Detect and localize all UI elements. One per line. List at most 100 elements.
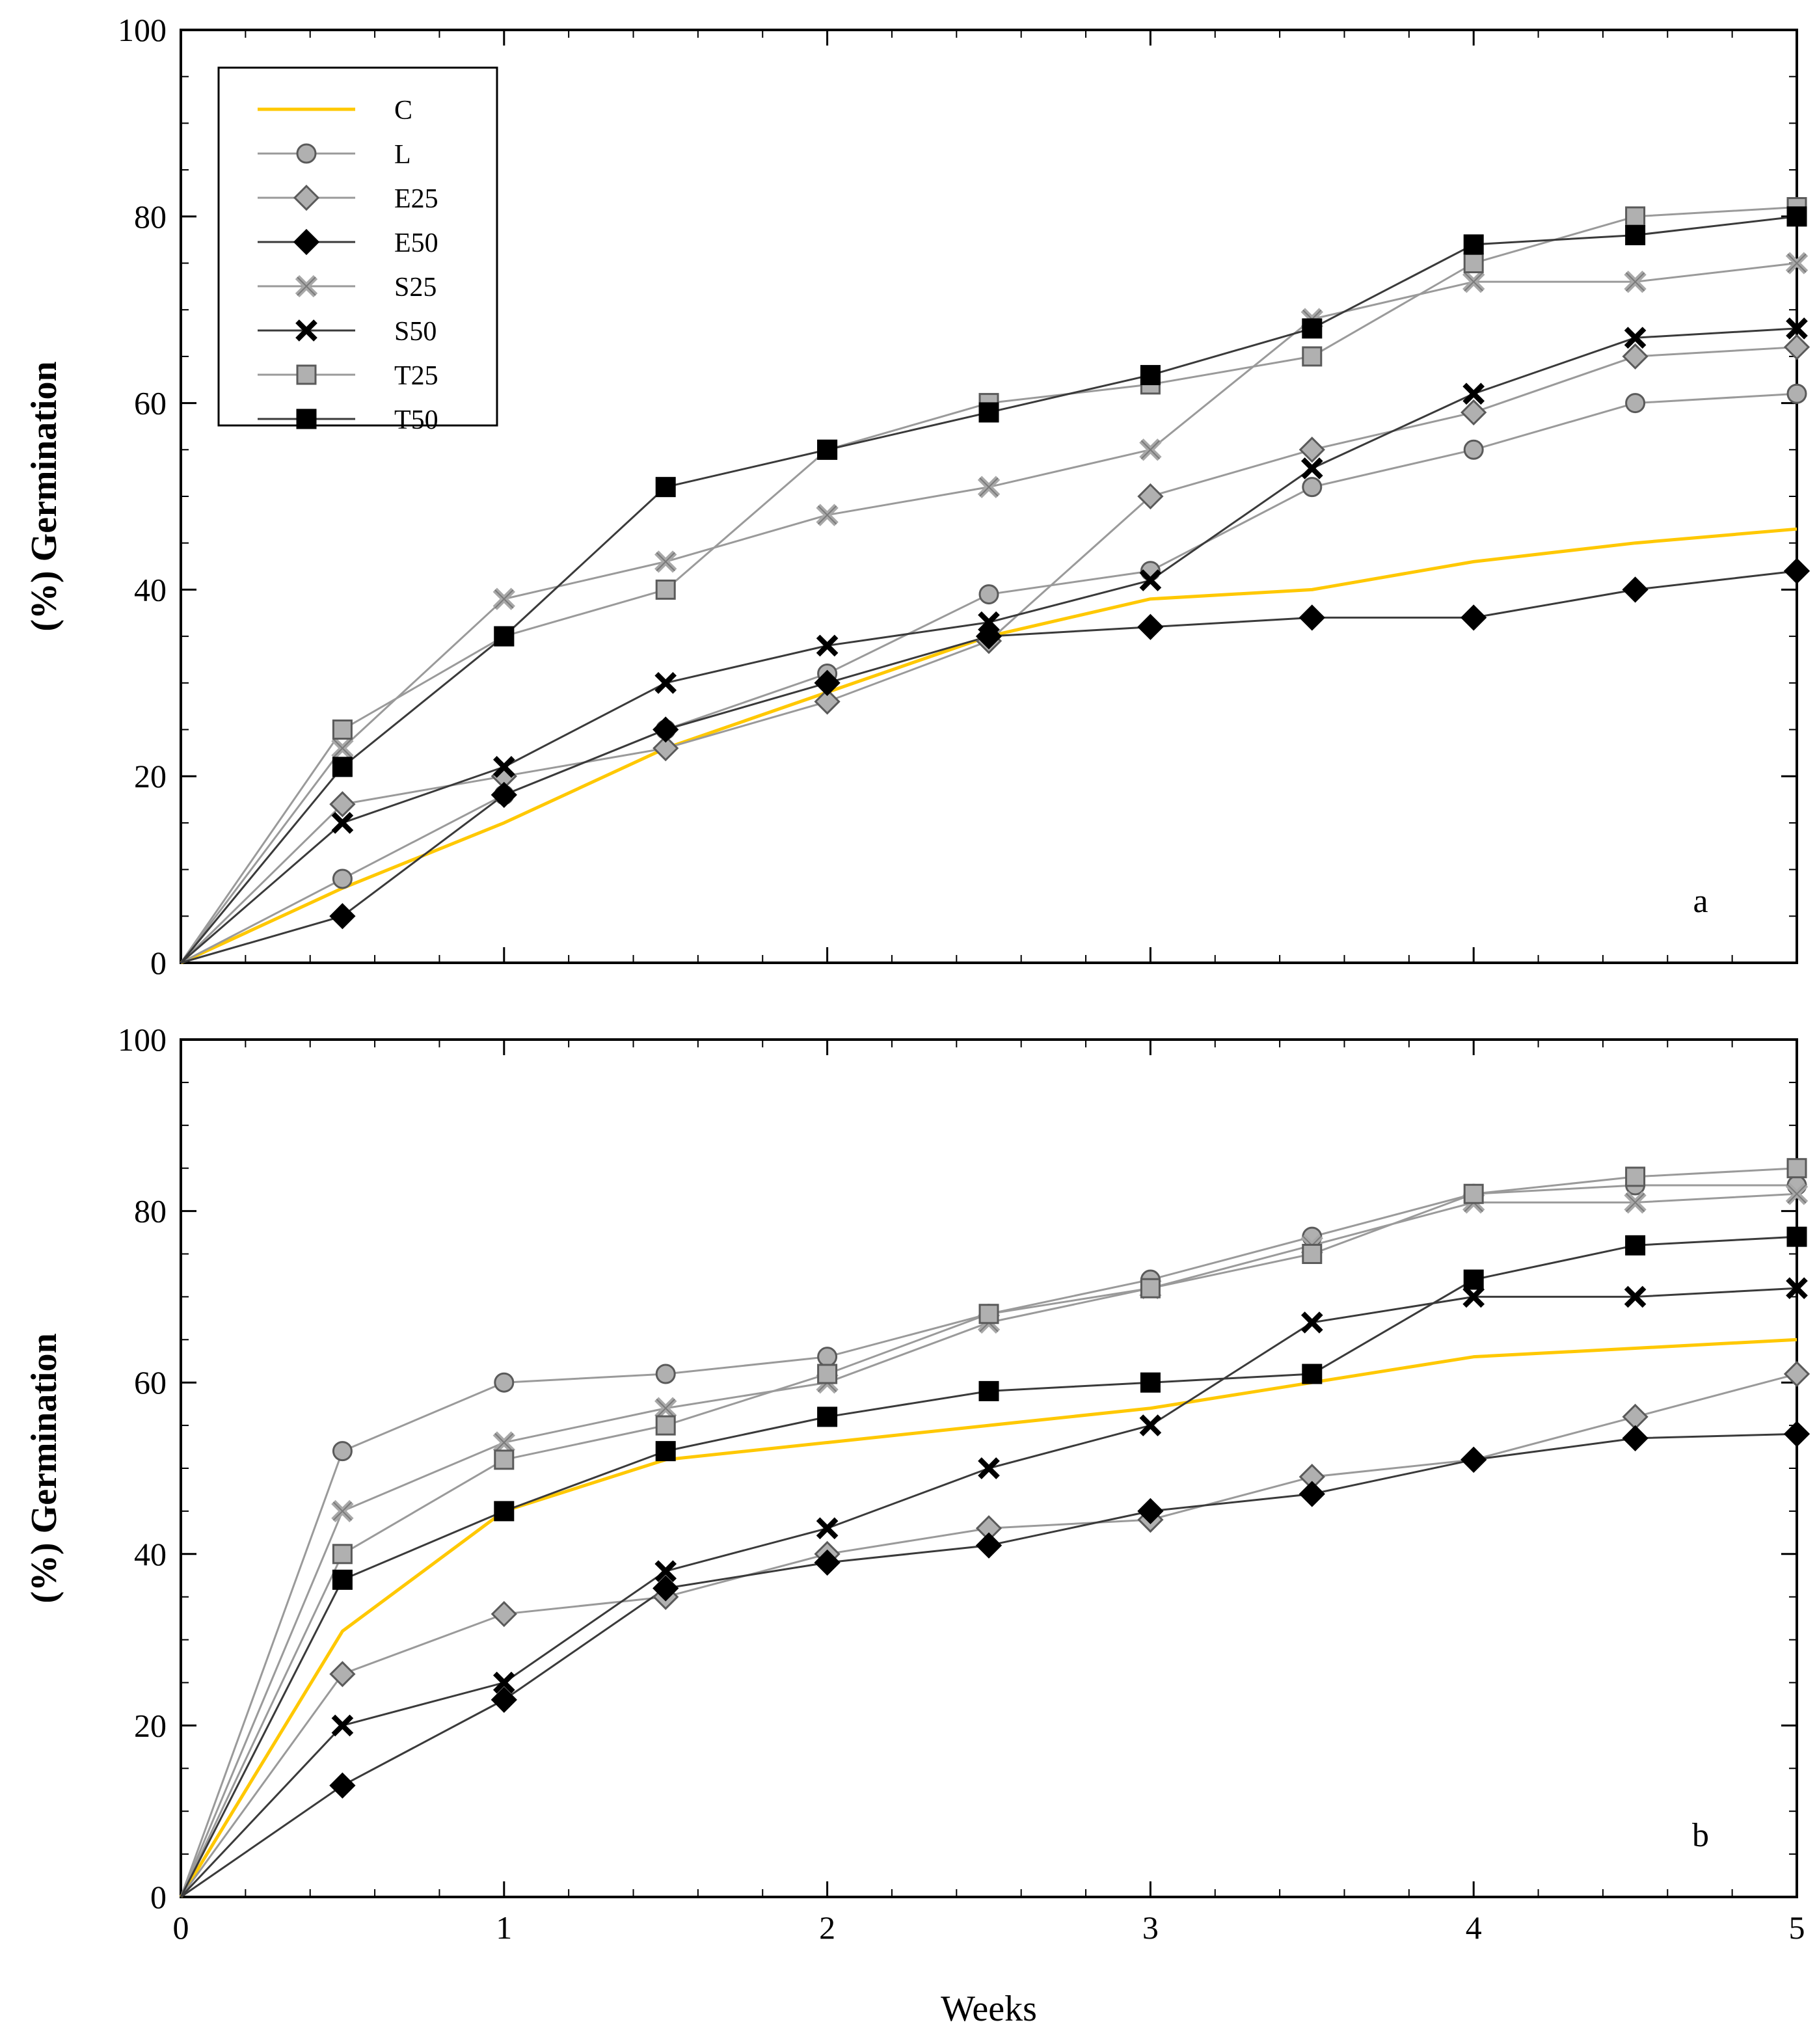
x-tick-label: 0	[173, 1909, 189, 1946]
legend-entry-c: C	[258, 96, 412, 126]
y-tick-label: 0	[150, 945, 167, 981]
legend-label: S25	[394, 273, 437, 303]
point-s50	[654, 1560, 677, 1582]
point-s50	[1139, 1414, 1162, 1436]
point-t50	[332, 1569, 353, 1590]
point-t50	[1463, 234, 1484, 255]
point-s25-outline	[494, 1432, 514, 1453]
point-s50	[654, 671, 677, 694]
y-tick-label: 0	[150, 1879, 167, 1915]
point-e50	[814, 1549, 841, 1576]
x-axis-title: Weeks	[941, 1989, 1037, 2029]
point-s25-outline	[979, 477, 999, 497]
point-t25	[655, 579, 676, 600]
panel-label: b	[1692, 1817, 1709, 1854]
point-l	[494, 1372, 515, 1393]
point-t50	[1786, 1226, 1807, 1247]
point-s50	[1624, 327, 1647, 349]
legend-label: S50	[394, 317, 437, 347]
y-axis-title: (%) Germination	[24, 361, 64, 631]
point-s50	[1624, 1285, 1647, 1308]
x-tick-label: 2	[819, 1909, 835, 1946]
point-s50	[978, 611, 1000, 634]
point-t50	[1463, 1269, 1484, 1290]
point-e25	[329, 1661, 356, 1688]
point-t25	[655, 1415, 676, 1436]
point-l	[1786, 383, 1807, 404]
panel-a: 0 20 40 60 80 100 (%) Germination a CL E25 E50 S25 S…	[24, 12, 1810, 981]
point-e50	[975, 1532, 1003, 1559]
point-s25-outline	[1787, 253, 1807, 273]
point-s25-outline	[1464, 272, 1483, 291]
point-t25	[1463, 1183, 1484, 1204]
point-t25	[1625, 206, 1646, 227]
point-s25-outline	[1140, 440, 1161, 460]
point-s25-outline	[1787, 1184, 1807, 1204]
point-s50	[1300, 457, 1323, 479]
point-t25	[1625, 1166, 1646, 1187]
point-t50	[1140, 365, 1161, 386]
point-s50	[1786, 1277, 1808, 1300]
point-e25	[1783, 1360, 1810, 1388]
point-s25-outline	[494, 589, 514, 609]
series-line-t50	[180, 1235, 1797, 1898]
point-l	[1302, 477, 1323, 498]
point-t50	[655, 1441, 676, 1462]
point-s50	[1462, 1285, 1485, 1308]
point-t50	[494, 626, 515, 647]
legend-entry-s25: S25	[258, 273, 437, 303]
point-e50	[1460, 604, 1487, 631]
point-e25	[1460, 399, 1487, 426]
legend-label: T25	[394, 361, 438, 391]
point-e25	[1299, 437, 1325, 463]
point-s25-outline	[332, 738, 353, 758]
point-s50	[978, 1457, 1000, 1479]
point-l	[1625, 393, 1646, 414]
point-e50	[653, 716, 679, 743]
point-t25	[817, 1364, 838, 1384]
x-tick-label: 3	[1142, 1909, 1159, 1946]
point-t25	[978, 1304, 999, 1325]
point-e50	[1783, 1421, 1810, 1447]
y-tick-label: 60	[134, 385, 167, 422]
legend-box	[217, 66, 498, 427]
point-s50	[331, 1714, 354, 1737]
point-e25	[814, 688, 841, 715]
point-e50	[653, 1575, 679, 1602]
y-tick-label: 60	[134, 1364, 167, 1401]
x-tick-label: 4	[1466, 1909, 1482, 1946]
point-e25	[1137, 483, 1164, 510]
point-t25	[1786, 1158, 1807, 1179]
point-t25	[1302, 1244, 1323, 1264]
legend-entry-e50: E50	[258, 228, 438, 258]
point-e25	[653, 735, 679, 762]
point-t50	[1625, 224, 1646, 245]
point-e50	[491, 1686, 517, 1713]
y-tick-label: 40	[134, 571, 167, 608]
point-t50	[1302, 1364, 1323, 1384]
point-t50	[978, 1380, 999, 1401]
y-tick-label: 80	[134, 1193, 167, 1230]
point-s50	[492, 756, 515, 778]
point-t50	[1140, 1372, 1161, 1393]
point-t50	[332, 757, 353, 777]
point-e25	[491, 1600, 517, 1628]
legend-entry-s50: S50	[258, 317, 437, 347]
x-tick-label: 1	[496, 1909, 512, 1946]
point-t25	[1302, 346, 1323, 367]
point-t25	[1140, 1278, 1161, 1298]
point-t25	[494, 1449, 515, 1470]
point-s25-outline	[656, 552, 675, 572]
legend-label: C	[394, 96, 412, 126]
point-e50	[1460, 1446, 1487, 1473]
point-t50	[494, 1501, 515, 1522]
y-tick-label: 20	[134, 758, 167, 794]
point-s50	[1300, 1311, 1323, 1334]
point-e25	[1783, 334, 1810, 360]
y-tick-label: 40	[134, 1536, 167, 1572]
point-t50	[978, 402, 999, 423]
y-tick-label: 100	[118, 1021, 167, 1058]
legend-marker	[293, 228, 320, 256]
point-e50	[1299, 604, 1325, 631]
